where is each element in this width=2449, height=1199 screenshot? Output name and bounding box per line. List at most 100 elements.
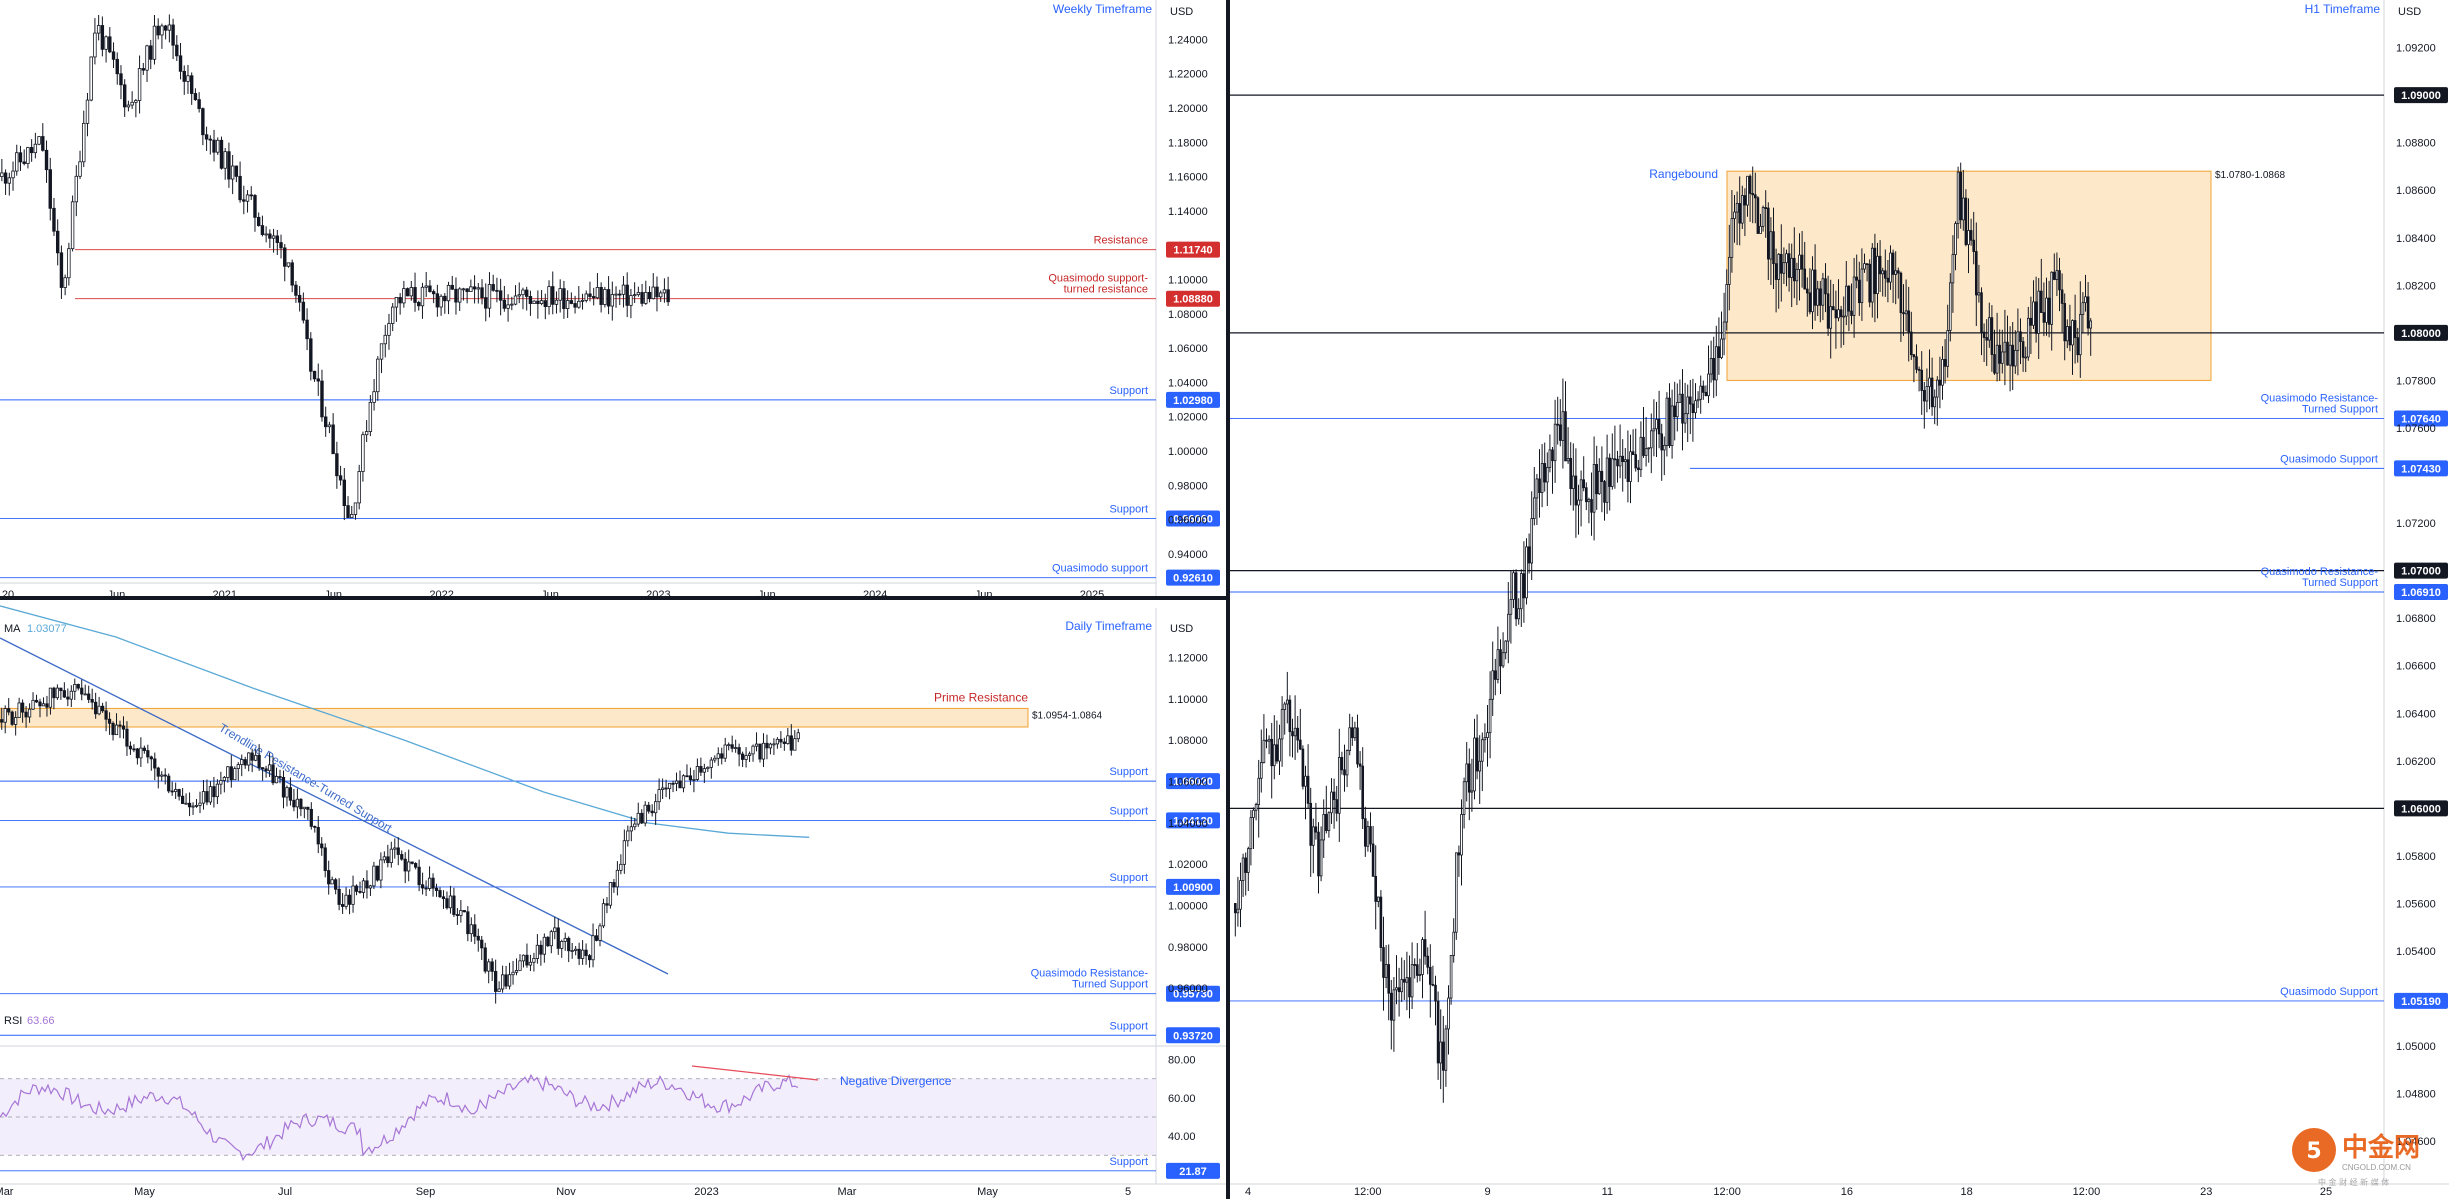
candle-body (37, 136, 41, 145)
h1-pane[interactable]: Rangebound $1.0780-1.0868 1.09000 1.08000… (1230, 0, 2449, 1198)
candle-body (1998, 344, 2002, 364)
layout-divider-vertical[interactable] (1226, 0, 1230, 1199)
y-tick-label: 1.16000 (1168, 172, 1208, 184)
candle-body (1267, 738, 1271, 742)
candle-body (130, 101, 134, 106)
candle-body (1735, 203, 1739, 213)
candle-body (1441, 1041, 1445, 1071)
candle-body (2073, 320, 2077, 339)
candle-body (1751, 193, 1755, 196)
candle-body (1387, 964, 1391, 994)
candle-body (1548, 449, 1552, 468)
y-tick-label: 0.96000 (1168, 983, 1208, 995)
layout-divider-horizontal[interactable] (0, 596, 1226, 600)
price-badge (2394, 800, 2448, 817)
candle-body (713, 757, 717, 761)
negative-divergence-label: Negative Divergence (840, 1074, 952, 1088)
x-tick-label: 2023 (694, 1186, 718, 1198)
weekly-pane[interactable]: 1.11740 Resistance 1.08880 Quasimodo suppor… (0, 0, 1220, 601)
candle-body (305, 319, 309, 340)
candle-body (365, 880, 369, 889)
candle-body (577, 948, 581, 959)
candle-body (93, 32, 97, 58)
candle-body (1337, 757, 1341, 814)
candle-body (674, 780, 679, 784)
candle-body (405, 288, 410, 297)
candle-body (0, 719, 4, 723)
candle-body (480, 287, 484, 299)
ma-indicator-label[interactable]: MA (4, 623, 21, 635)
candle-body (1785, 253, 1788, 264)
candle-body (517, 294, 521, 297)
candle-body (205, 791, 209, 803)
rsi-pane[interactable]: Negative Divergence 21.87 Support 80.00 60… (0, 1015, 1226, 1198)
candle-body (323, 847, 327, 871)
candle-body (1730, 218, 1734, 258)
candle-body (1756, 197, 1760, 234)
candle-body (90, 699, 94, 703)
candle-body (1262, 739, 1266, 763)
candle-body (528, 296, 533, 304)
candle-body (1553, 423, 1557, 462)
candle-body (338, 475, 343, 481)
candle-body (1951, 254, 1955, 284)
candle-body (573, 303, 577, 308)
candle-body (267, 764, 272, 772)
candle-body (476, 287, 481, 290)
y-tick-label: 1.07800 (2396, 375, 2436, 387)
candle-body (647, 804, 651, 812)
candle-body (2006, 341, 2009, 366)
candle-body (230, 165, 235, 180)
candle-body (1678, 393, 1682, 403)
candle-body (431, 877, 435, 889)
candle-body (434, 887, 439, 891)
daily-pane[interactable]: Prime Resistance $1.0954-1.0864 1.06020 S… (0, 605, 1220, 1046)
candle-body (654, 801, 658, 814)
candle-body (1322, 814, 1326, 841)
candle-body (1870, 247, 1874, 303)
candle-body (1254, 804, 1258, 811)
candle-body (1943, 359, 1947, 367)
candle-body (1886, 277, 1890, 283)
daily-candles (0, 678, 800, 1004)
candle-body (626, 830, 630, 842)
candle-body (197, 99, 201, 109)
candle-body (636, 292, 641, 296)
candle-body (1904, 310, 1908, 315)
candle-body (313, 825, 317, 828)
candle-body (2013, 349, 2017, 367)
candle-body (268, 233, 272, 239)
candle-body (350, 514, 354, 518)
candle-body (513, 295, 518, 305)
candle-body (1275, 744, 1279, 762)
y-tick-label: 60.00 (1168, 1093, 1196, 1105)
candle-body (532, 300, 536, 304)
candle-body (480, 939, 484, 949)
candle-body (662, 289, 667, 294)
candle-body (1899, 272, 1903, 314)
candle-body (327, 424, 332, 428)
price-badge-label: 1.07640 (2401, 413, 2441, 425)
candle-body (521, 954, 526, 962)
candle-body (234, 165, 239, 177)
candle-body (1519, 573, 1523, 610)
candle-body (1486, 732, 1489, 739)
candle-body (454, 288, 458, 303)
candle-body (643, 804, 647, 824)
candle-body (208, 786, 213, 803)
candle-body (1876, 255, 1879, 295)
candle-body (236, 764, 240, 769)
y-tick-label: 1.06400 (2396, 708, 2436, 720)
y-tick-label: 1.00000 (1168, 901, 1208, 913)
rsi-indicator-label[interactable]: RSI (4, 1015, 22, 1027)
candle-body (685, 775, 689, 778)
candle-body (1457, 852, 1461, 856)
candle-body (1894, 270, 1898, 275)
candle-body (1603, 481, 1606, 503)
candle-body (410, 861, 414, 864)
y-tick-label: 1.14000 (1168, 206, 1208, 218)
candle-body (94, 701, 98, 715)
candle-body (76, 684, 80, 689)
candle-body (340, 904, 345, 907)
candle-body (1285, 699, 1289, 705)
